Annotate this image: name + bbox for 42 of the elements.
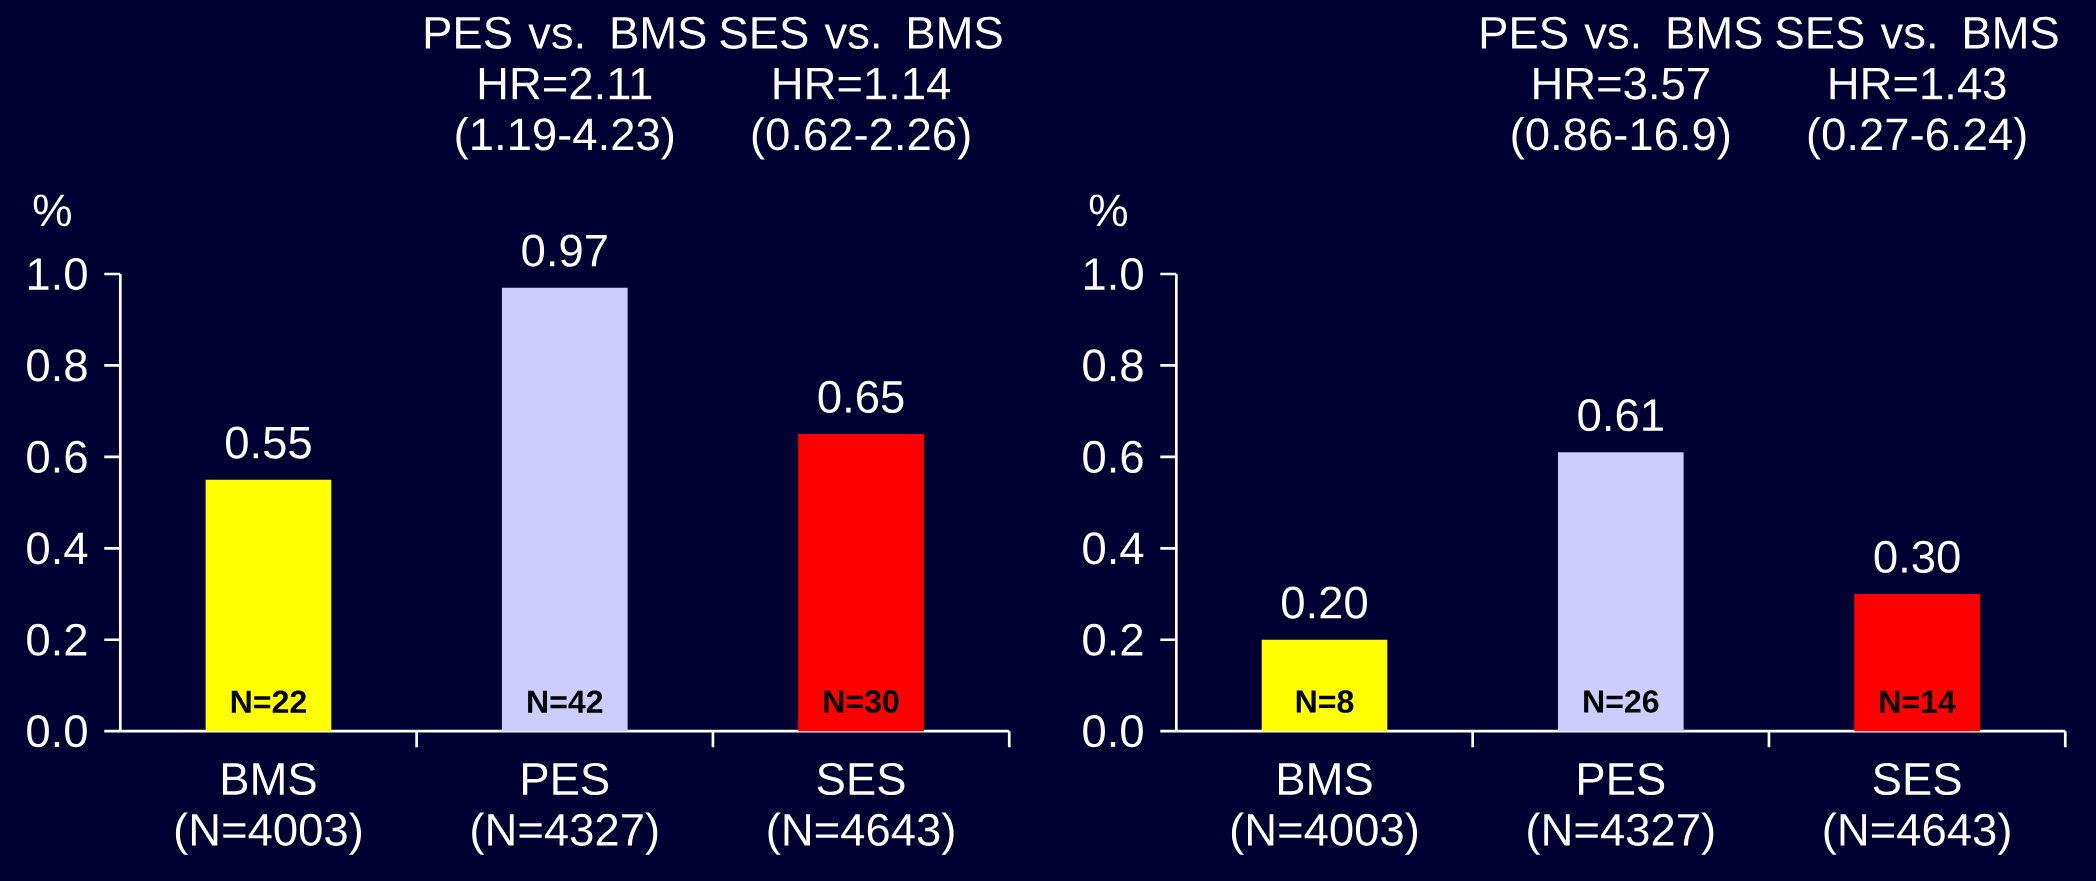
data-label: 0.65 [818, 380, 904, 414]
x-tick-label: PES (N=4327) [1528, 762, 1714, 855]
y-tick-label: 0.8 [27, 349, 87, 382]
y-tick-label: 1.0 [1084, 257, 1143, 291]
annotation: N=26 [1584, 690, 1659, 713]
y-tick-label: 0.0 [27, 715, 87, 748]
annotation: N=8 [1296, 690, 1354, 713]
text: PES vs. BMS HR=3.57 (0.86-16.9) [1481, 16, 1762, 160]
text: PES vs. BMS HR=2.11 (1.19-4.23) [425, 16, 706, 160]
x-tick-label: SES (N=4643) [768, 762, 954, 855]
bar [1261, 639, 1388, 732]
annotation: N=42 [528, 690, 603, 713]
y-tick-label: 0.4 [1083, 532, 1144, 565]
x-tick-label: BMS (N=4003) [1231, 762, 1418, 855]
annotation: N=30 [824, 690, 899, 713]
bar [1854, 594, 1980, 732]
y-axis-title: % [1089, 194, 1127, 227]
bar [1557, 452, 1684, 732]
text: SES vs. BMS HR=1.43 (0.27-6.24) [1776, 16, 2058, 160]
y-tick-label: 0.8 [1083, 349, 1143, 382]
y-axis-title: % [33, 194, 71, 227]
text: SES vs. BMS HR=1.14 (0.62-2.26) [720, 16, 1002, 160]
y-tick-label: 0.0 [1083, 715, 1143, 748]
y-tick-label: 0.6 [1083, 440, 1143, 474]
annotation: N=22 [231, 690, 306, 713]
data-label: 0.55 [226, 426, 311, 459]
y-tick-label: 0.6 [27, 440, 87, 474]
y-tick-label: 0.2 [27, 623, 87, 656]
x-tick-label: BMS (N=4003) [175, 762, 361, 855]
bar [205, 479, 332, 732]
x-tick-label: SES (N=4643) [1824, 762, 2010, 855]
y-tick-label: 0.2 [1083, 623, 1143, 656]
annotation: N=14 [1880, 690, 1956, 713]
data-label: 0.61 [1578, 399, 1663, 432]
bar [798, 434, 924, 732]
x-tick-label: PES (N=4327) [472, 762, 658, 855]
data-label: 0.30 [1874, 540, 1960, 574]
data-label: 0.20 [1282, 586, 1367, 619]
bar [501, 287, 628, 732]
data-label: 0.97 [522, 234, 607, 267]
y-tick-label: 1.0 [28, 257, 87, 291]
y-tick-label: 0.4 [27, 532, 88, 565]
